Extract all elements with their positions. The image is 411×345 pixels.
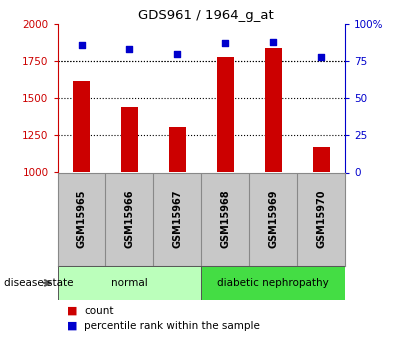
Bar — [201, 266, 345, 300]
Text: ■: ■ — [67, 321, 77, 331]
Text: GSM15966: GSM15966 — [125, 190, 134, 248]
Bar — [169, 127, 186, 172]
Bar — [217, 57, 234, 172]
Bar — [121, 107, 138, 172]
Bar — [73, 80, 90, 172]
Text: disease state: disease state — [4, 278, 74, 288]
Point — [174, 51, 181, 57]
Text: GSM15969: GSM15969 — [268, 190, 278, 248]
Point — [318, 54, 325, 60]
Text: GSM15965: GSM15965 — [76, 190, 86, 248]
Point — [78, 42, 85, 48]
Text: GSM15968: GSM15968 — [220, 190, 230, 248]
Text: GSM15970: GSM15970 — [316, 190, 326, 248]
Bar — [313, 147, 330, 172]
Text: ■: ■ — [67, 306, 77, 315]
Text: count: count — [84, 306, 114, 315]
Point — [222, 41, 229, 46]
Bar — [265, 48, 282, 172]
Text: diabetic nephropathy: diabetic nephropathy — [217, 278, 329, 288]
Text: GDS961 / 1964_g_at: GDS961 / 1964_g_at — [138, 9, 273, 22]
Bar — [58, 266, 201, 300]
Text: percentile rank within the sample: percentile rank within the sample — [84, 321, 260, 331]
Point — [126, 47, 133, 52]
Text: GSM15967: GSM15967 — [173, 190, 182, 248]
Point — [270, 39, 277, 45]
Text: normal: normal — [111, 278, 148, 288]
